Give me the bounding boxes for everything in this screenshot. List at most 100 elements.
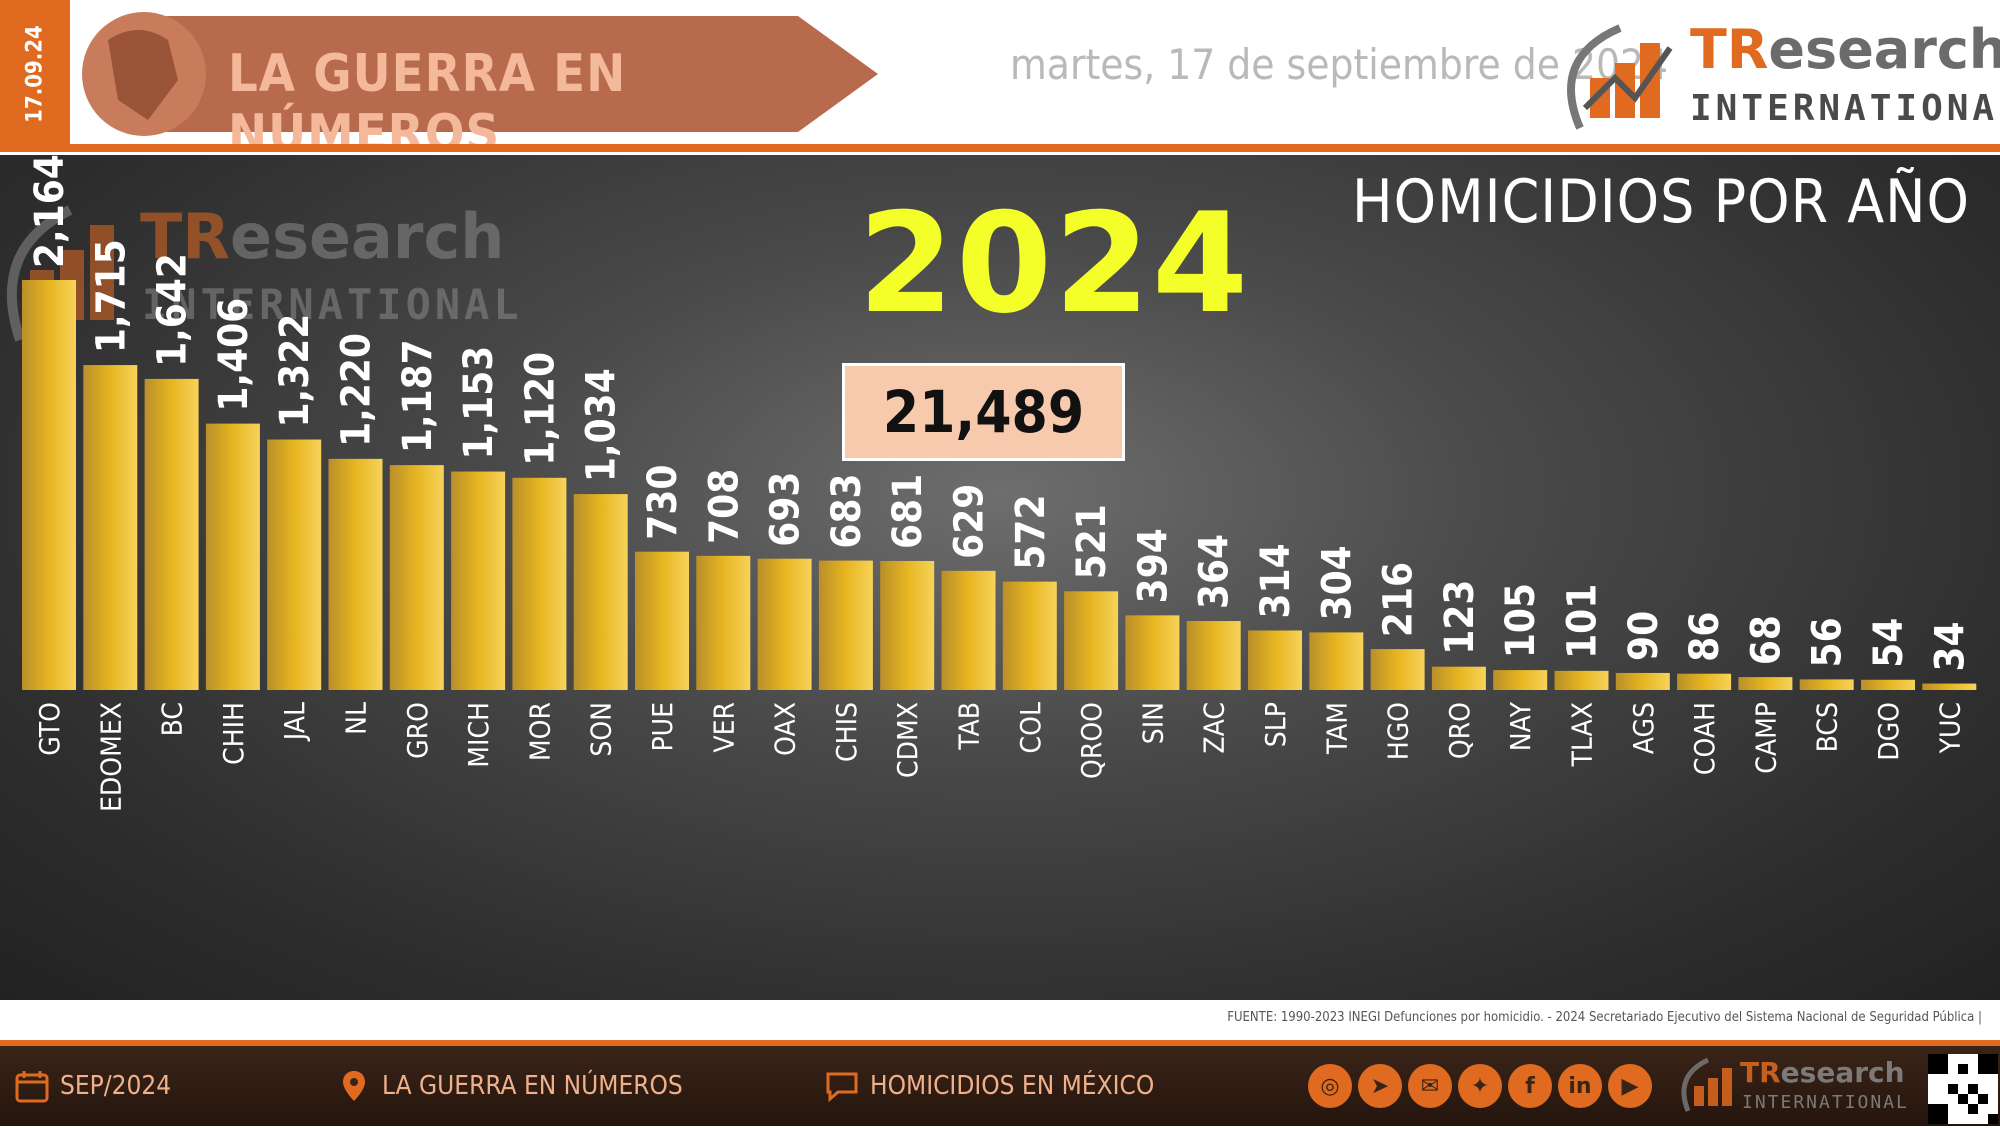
- value-label: 521: [1069, 504, 1115, 579]
- bar-hgo: [1370, 649, 1425, 690]
- bar-slp: [1248, 630, 1302, 690]
- source-note: FUENTE: 1990-2023 INEGI Defunciones por …: [1227, 1010, 1982, 1025]
- bar-zac: [1186, 621, 1241, 690]
- bar-qroo: [1064, 591, 1119, 690]
- footer-date: SEP/2024: [14, 1068, 171, 1104]
- chat-icon: [826, 1072, 858, 1103]
- category-label: GRO: [401, 702, 434, 759]
- category-label: QRO: [1443, 702, 1476, 759]
- bar-tam: [1309, 632, 1364, 690]
- category-label: HGO: [1382, 702, 1415, 760]
- bar-chart: 2,164 GTO 1,715 EDOMEX 1,642 BC 1,406 CHIH 1,322…: [22, 155, 1977, 812]
- bar-nay: [1493, 670, 1548, 690]
- value-label: 572: [1008, 495, 1054, 570]
- category-label: CDMX: [891, 702, 924, 778]
- value-label: 1,642: [150, 253, 196, 367]
- total-badge: 21,489: [842, 363, 1125, 461]
- linkedin-icon[interactable]: in: [1558, 1064, 1602, 1108]
- bar-mor: [512, 477, 567, 690]
- value-label: 123: [1437, 580, 1483, 655]
- footer-logo-icon: [1681, 1057, 1732, 1112]
- watermark-subtitle: INTERNATIONAL: [142, 280, 523, 329]
- bar-oax: [757, 558, 812, 690]
- qr-code[interactable]: [1928, 1054, 1998, 1124]
- facebook-icon[interactable]: f: [1508, 1064, 1552, 1108]
- category-label: MOR: [523, 702, 556, 761]
- globe-icon[interactable]: ◎: [1308, 1064, 1352, 1108]
- bar-tab: [941, 570, 996, 690]
- category-label: CHIS: [830, 702, 863, 762]
- footer-date-label: SEP/2024: [60, 1071, 172, 1101]
- category-label: JAL: [278, 702, 311, 742]
- value-label: 90: [1621, 611, 1667, 661]
- category-label: TAM: [1320, 702, 1353, 755]
- value-label: 1,322: [272, 314, 318, 428]
- bar-coah: [1677, 673, 1732, 690]
- category-label: GTO: [33, 702, 66, 756]
- value-label: 681: [885, 474, 931, 549]
- date-text: martes, 17 de septiembre de 2024: [1010, 40, 1669, 89]
- category-label: YUC: [1933, 702, 1966, 754]
- telegram-icon[interactable]: ➤: [1358, 1064, 1402, 1108]
- value-label: 683: [824, 473, 870, 548]
- chart-title: HOMICIDIOS POR AÑO: [1352, 167, 1970, 237]
- social-links: ◎ ➤ ✉ ✦ f in ▶: [1308, 1064, 1652, 1108]
- value-label: 56: [1805, 617, 1851, 667]
- banner-arrow-shape: [82, 12, 878, 136]
- value-label: 105: [1498, 583, 1544, 658]
- value-label: 1,120: [517, 352, 563, 466]
- bar-edomex: [83, 365, 138, 690]
- bar-ags: [1615, 672, 1670, 690]
- value-label: 629: [947, 484, 993, 559]
- bar-col: [1002, 581, 1057, 690]
- bar-bcs: [1799, 679, 1854, 690]
- value-label: 708: [701, 469, 747, 544]
- value-label: 693: [763, 472, 809, 547]
- value-label: 1,406: [211, 298, 257, 412]
- value-label: 2,164: [27, 155, 73, 268]
- value-label: 1,715: [88, 239, 134, 353]
- value-label: 364: [1192, 534, 1238, 609]
- email-icon[interactable]: ✉: [1408, 1064, 1452, 1108]
- bar-pue: [635, 551, 689, 690]
- brand-logo: TResearch INTERNATIONAL: [1560, 18, 2000, 138]
- category-label: BC: [156, 702, 189, 736]
- value-label: 304: [1314, 545, 1360, 620]
- bar-son: [573, 494, 628, 690]
- bar-gro: [389, 465, 444, 690]
- footer-topic: HOMICIDIOS EN MÉXICO: [824, 1068, 1154, 1104]
- bar-sin: [1125, 615, 1180, 690]
- category-label: DGO: [1872, 702, 1905, 761]
- footer: SEP/2024 LA GUERRA EN NÚMEROS HOMICIDIOS…: [0, 1040, 2000, 1126]
- footer-logo-wordmark: TResearch: [1740, 1056, 1905, 1089]
- bar-bc: [144, 378, 199, 690]
- bar-camp: [1738, 677, 1793, 690]
- youtube-icon[interactable]: ▶: [1608, 1064, 1652, 1108]
- category-label: ZAC: [1198, 702, 1231, 754]
- title-banner: LA GUERRA EN NÚMEROS: [78, 10, 878, 164]
- category-label: CHIH: [217, 702, 250, 765]
- bar-tlax: [1554, 670, 1609, 690]
- category-label: NAY: [1504, 701, 1537, 751]
- value-label: 394: [1130, 528, 1176, 603]
- bar-nl: [328, 458, 383, 690]
- location-icon: [343, 1071, 365, 1101]
- bar-chih: [205, 423, 260, 690]
- value-label: 101: [1560, 584, 1606, 659]
- footer-topic-label: HOMICIDIOS EN MÉXICO: [870, 1071, 1155, 1101]
- watermark-wordmark: TResearch: [140, 200, 505, 273]
- category-label: PUE: [646, 702, 679, 752]
- category-label: MICH: [462, 702, 495, 768]
- category-label: COL: [1014, 702, 1047, 753]
- value-label: 34: [1927, 621, 1973, 671]
- bar-chis: [818, 560, 873, 690]
- category-label: BCS: [1811, 702, 1844, 752]
- footer-logo-subtitle: INTERNATIONAL: [1742, 1092, 1909, 1113]
- bar-mich: [451, 471, 506, 690]
- category-label: TAB: [953, 702, 986, 751]
- value-label: 68: [1743, 615, 1789, 665]
- value-label: 1,034: [579, 368, 625, 482]
- logo-chart-icon: [1567, 24, 1673, 130]
- value-label: 86: [1682, 612, 1728, 662]
- twitter-icon[interactable]: ✦: [1458, 1064, 1502, 1108]
